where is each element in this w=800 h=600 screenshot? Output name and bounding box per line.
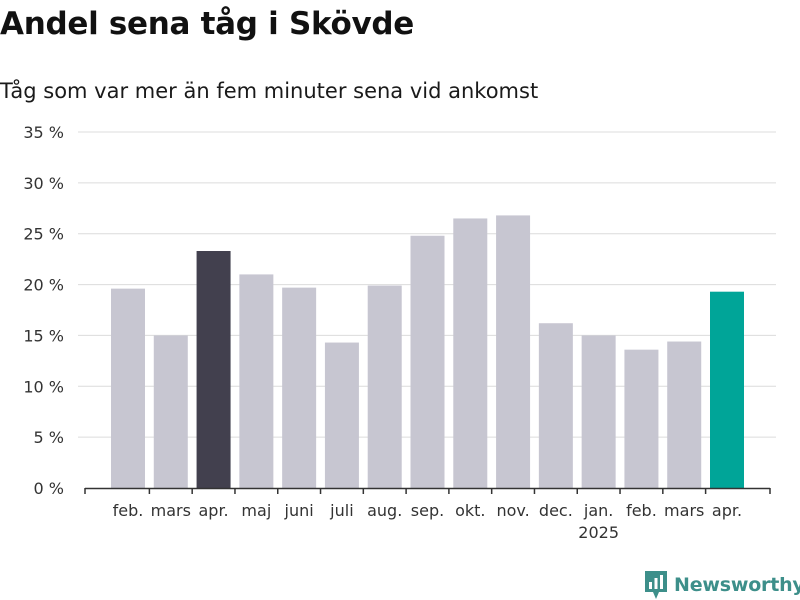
bar: [624, 349, 659, 488]
x-tick-label: jan.: [583, 501, 613, 520]
x-tick-label: okt.: [455, 501, 485, 520]
bar: [710, 291, 744, 488]
y-tick-label: 35 %: [23, 123, 64, 142]
x-tick-label: feb.: [626, 501, 657, 520]
x-tick-label: juni: [284, 501, 314, 520]
brand-name: Newsworthy: [674, 574, 800, 596]
bar: [538, 323, 573, 488]
bar: [581, 335, 616, 488]
x-tick-label: mars: [151, 501, 191, 520]
bar: [239, 274, 274, 488]
y-tick-label: 25 %: [23, 225, 64, 244]
x-tick-label: dec.: [539, 501, 573, 520]
bar: [324, 342, 359, 488]
y-tick-label: 20 %: [23, 276, 64, 295]
y-tick-label: 30 %: [23, 174, 64, 193]
x-tick-label: maj: [241, 501, 271, 520]
y-tick-label: 15 %: [23, 326, 64, 345]
x-tick-label: mars: [664, 501, 704, 520]
x-tick-label: apr.: [712, 501, 742, 520]
bar: [111, 288, 145, 488]
bar: [496, 215, 531, 489]
bar: [367, 285, 402, 488]
bar: [153, 335, 188, 488]
y-tick-label: 10 %: [23, 377, 64, 396]
bar: [453, 218, 488, 488]
x-year-label: 2025: [578, 523, 619, 542]
bar: [410, 235, 445, 488]
chart-title: Andel sena tåg i Skövde: [0, 6, 415, 42]
y-tick-label: 5 %: [34, 428, 64, 447]
x-tick-label: sep.: [411, 501, 444, 520]
bar: [282, 287, 317, 488]
y-tick-label: 0 %: [34, 479, 64, 498]
x-tick-label: apr.: [198, 501, 228, 520]
chart-subtitle: Tåg som var mer än fem minuter sena vid …: [0, 79, 539, 103]
x-tick-label: feb.: [113, 501, 144, 520]
bar: [196, 251, 231, 488]
x-tick-label: aug.: [367, 501, 402, 520]
bar-chart-logo-icon: [645, 571, 667, 599]
bar: [667, 341, 702, 488]
x-tick-label: nov.: [496, 501, 529, 520]
brand-logo: Newsworthy: [644, 570, 800, 600]
x-tick-label: juli: [329, 501, 353, 520]
